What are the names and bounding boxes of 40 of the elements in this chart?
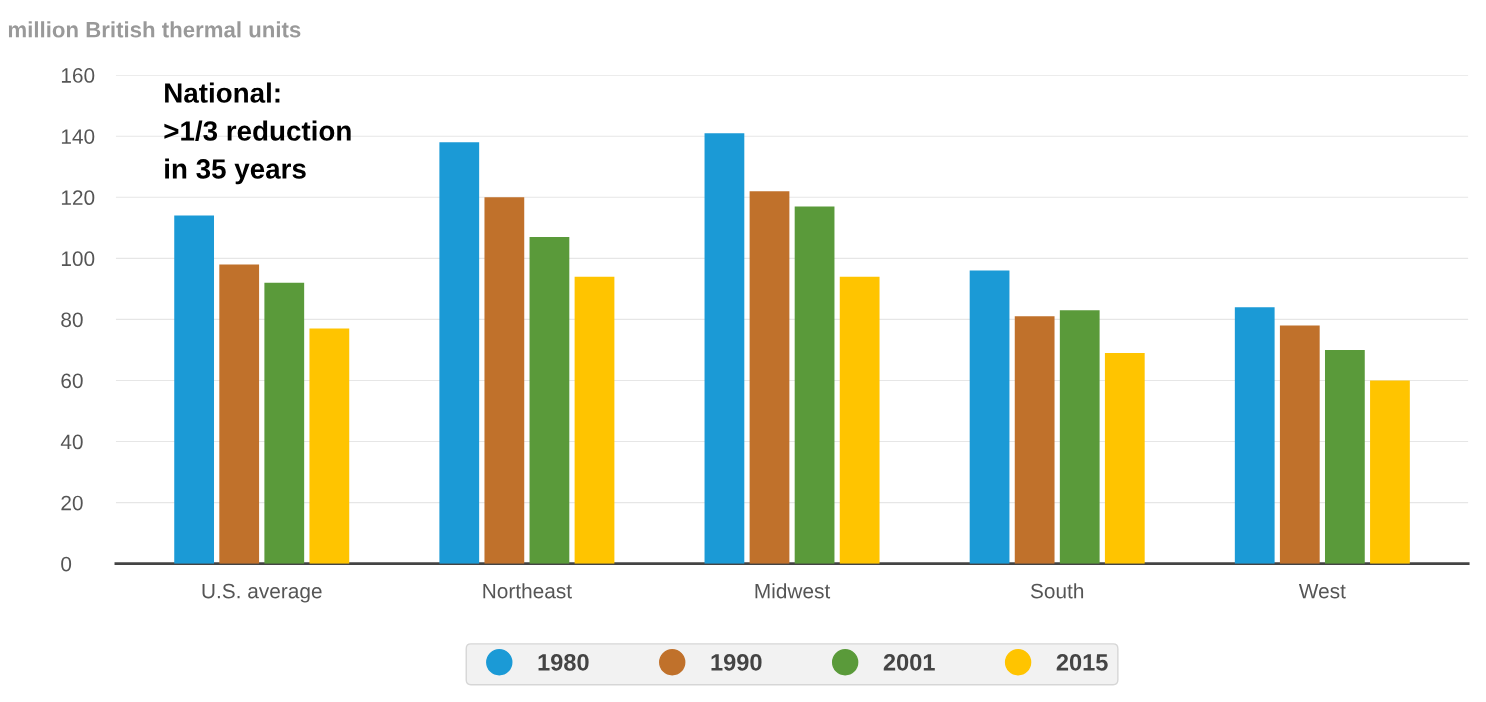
legend-label: 1990 — [711, 653, 762, 671]
bar — [1279, 325, 1320, 564]
y-tick-label: 40 — [60, 434, 83, 450]
y-tick-label: 20 — [61, 495, 83, 511]
bar — [969, 270, 1010, 564]
y-tick-label: 60 — [61, 373, 83, 389]
bar — [529, 236, 570, 564]
bar — [749, 191, 790, 564]
bar — [174, 215, 215, 564]
x-tick-label: Midwest — [755, 583, 831, 599]
bar — [219, 264, 260, 564]
bar — [1324, 349, 1365, 564]
bar — [439, 142, 480, 564]
bar — [1234, 307, 1275, 564]
y-tick-label: 80 — [61, 312, 83, 328]
bar — [1014, 316, 1055, 564]
bar — [484, 197, 525, 564]
y-tick-label: 120 — [61, 190, 95, 206]
y-tick-label: 100 — [61, 251, 95, 267]
y-axis-title: million British thermal units — [8, 21, 301, 38]
bar — [574, 276, 615, 564]
x-tick-label: West — [1298, 583, 1346, 599]
bar — [309, 328, 350, 564]
bar — [1059, 310, 1100, 564]
x-tick-label: U.S. average — [202, 583, 322, 603]
bar — [839, 276, 880, 564]
y-tick-label: 160 — [61, 68, 95, 83]
bar — [794, 206, 835, 564]
bar — [1104, 353, 1145, 564]
x-tick-label: Northeast — [483, 583, 572, 599]
legend-label: 1980 — [538, 653, 589, 671]
annotation: National: >1/3 reduction in 35 years — [164, 82, 351, 185]
legend-label: 2001 — [883, 653, 935, 671]
legend-label: 2015 — [1056, 653, 1108, 671]
bar — [1370, 380, 1410, 564]
x-tick-label: South — [1030, 583, 1084, 599]
bar — [704, 133, 745, 564]
bar — [264, 282, 305, 564]
y-tick-label: 0 — [61, 556, 72, 572]
y-tick-label: 140 — [61, 129, 95, 144]
